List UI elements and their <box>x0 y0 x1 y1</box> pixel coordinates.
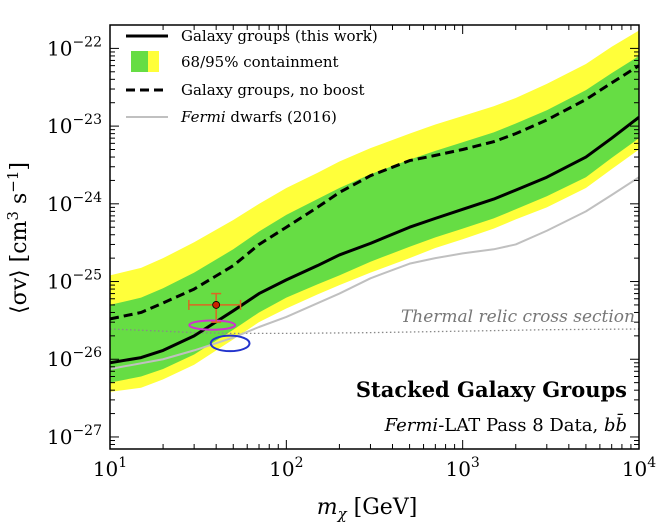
y-tick-label: 10−25 <box>47 268 102 294</box>
legend-label-dwarfs-rest: dwarfs (2016) <box>226 108 337 126</box>
blue-contour <box>209 334 251 353</box>
legend-label-dwarfs-fermi: Fermi <box>180 108 226 126</box>
x-tick-label-base: 10 <box>622 457 647 481</box>
series-galaxy-groups-this-work <box>110 116 639 365</box>
x-tick-label-exp: 4 <box>647 455 656 471</box>
series-galaxy-groups-no-boost <box>110 64 639 321</box>
y-tick-label-base: 10 <box>47 270 72 294</box>
legend: Galaxy groups (this work) 68/95% contain… <box>126 27 378 126</box>
y-tick-label-base: 10 <box>47 347 72 371</box>
x-axis-title-main: m <box>317 495 338 520</box>
y-tick-label-exp: −25 <box>72 268 102 284</box>
band-68-containment <box>110 55 639 383</box>
y-tick-label: 10−22 <box>47 34 102 60</box>
y-tick-label-exp: −24 <box>72 190 102 206</box>
y-tick-label: 10−23 <box>47 112 102 138</box>
y-tick-label-base: 10 <box>47 114 72 138</box>
plot-frame <box>109 24 640 450</box>
x-tick-label: 104 <box>622 455 656 481</box>
y-tick-label: 10−27 <box>47 423 102 449</box>
y-tick-label-exp: −22 <box>72 34 102 50</box>
y-axis-title: ⟨σv⟩ [cm3 s−1] <box>4 162 32 314</box>
x-axis-title-rest: [GeV] <box>347 495 418 520</box>
y-tick-label-exp: −26 <box>72 345 102 361</box>
stack-subtitle: Fermi-LAT Pass 8 Data, bb̄ <box>384 412 627 436</box>
magenta-contour <box>188 319 237 331</box>
legend-label-this-work: Galaxy groups (this work) <box>181 27 378 45</box>
y-tick-label-base: 10 <box>47 36 72 60</box>
x-tick-label: 103 <box>445 455 479 481</box>
legend-label-no-boost: Galaxy groups, no boost <box>181 81 365 99</box>
legend-label-containment: 68/95% containment <box>181 53 339 71</box>
y-axis-title-sup1: 3 <box>4 211 22 221</box>
series-thermal-relic-cross-section <box>110 328 639 335</box>
y-tick-label-base: 10 <box>47 192 72 216</box>
x-tick-label-exp: 2 <box>295 455 304 471</box>
relic-label: Thermal relic cross section <box>401 307 635 327</box>
stack-title: Stacked Galaxy Groups <box>356 377 627 402</box>
x-tick-label: 101 <box>93 455 127 481</box>
x-tick-label-base: 10 <box>93 457 118 481</box>
x-tick-label-exp: 3 <box>471 455 480 471</box>
plot-area <box>110 30 639 392</box>
x-tick-label-exp: 1 <box>118 455 127 471</box>
stack-sub-channel: bb̄ <box>604 412 627 436</box>
data-point-marker <box>212 301 221 309</box>
stack-sub-rest: -LAT Pass 8 Data, <box>438 415 604 436</box>
y-tick-label: 10−26 <box>47 345 102 371</box>
x-axis-title-sub: χ <box>337 505 348 523</box>
x-tick-label: 102 <box>269 455 303 481</box>
series-fermi-dwarfs-2016 <box>110 176 639 370</box>
x-tick-label-base: 10 <box>269 457 294 481</box>
y-axis-title-end: ] <box>7 162 32 171</box>
y-axis-title-mid: s <box>7 193 32 211</box>
axis-ticks: 101 102 103 10410−2710−2610−2510−2410−2310−… <box>47 24 656 481</box>
stack-sub-fermi: Fermi <box>384 415 439 436</box>
y-tick-label-exp: −27 <box>72 423 102 439</box>
legend-swatch-68 <box>131 51 148 72</box>
x-axis-title: mχ [GeV] <box>317 495 418 523</box>
legend-label-dwarfs: Fermi dwarfs (2016) <box>180 108 337 126</box>
x-tick-label-base: 10 <box>445 457 470 481</box>
y-tick-label-exp: −23 <box>72 112 102 128</box>
y-tick-label: 10−24 <box>47 190 102 216</box>
y-tick-label-base: 10 <box>47 425 72 449</box>
y-axis-title-sup2: −1 <box>4 171 22 193</box>
y-axis-title-main: ⟨σv⟩ [cm <box>7 220 32 314</box>
